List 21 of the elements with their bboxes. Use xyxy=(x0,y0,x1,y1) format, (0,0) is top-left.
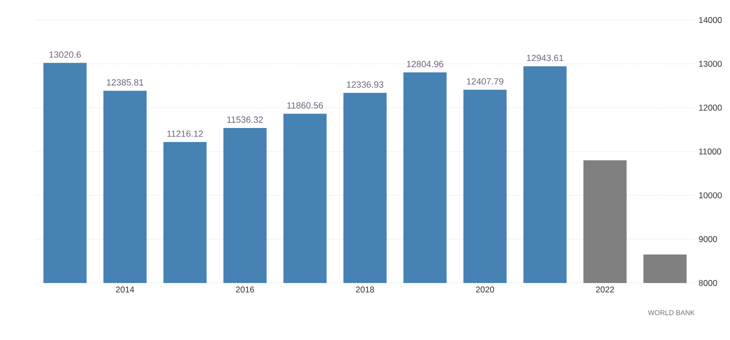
y-tick-label: 9000 xyxy=(698,236,718,242)
x-tick-label: 2022 xyxy=(596,286,614,293)
data-label: 12407.79 xyxy=(466,78,504,85)
y-tick-label: 11000 xyxy=(699,148,722,154)
y-tick-label: 10000 xyxy=(699,192,722,198)
data-label: 11860.56 xyxy=(287,102,323,109)
data-label: 12336.93 xyxy=(346,81,384,88)
x-tick-label: 2020 xyxy=(476,286,494,293)
y-tick-label: 12000 xyxy=(699,104,722,111)
x-tick-label: 2018 xyxy=(356,286,374,293)
y-tick-label: 8000 xyxy=(698,280,718,286)
data-label: 11536.32 xyxy=(227,116,263,123)
data-label: 11216.12 xyxy=(167,130,203,137)
x-tick-label: 2016 xyxy=(236,286,254,293)
data-label: 12943.61 xyxy=(526,54,564,62)
data-label: 12385.81 xyxy=(106,79,144,86)
data-label: 13020.6 xyxy=(49,51,81,58)
data-label: 12804.96 xyxy=(406,60,444,68)
y-tick-label: 13000 xyxy=(699,60,722,67)
x-tick-label: 2014 xyxy=(116,286,134,293)
y-tick-label: 14000 xyxy=(699,17,722,23)
